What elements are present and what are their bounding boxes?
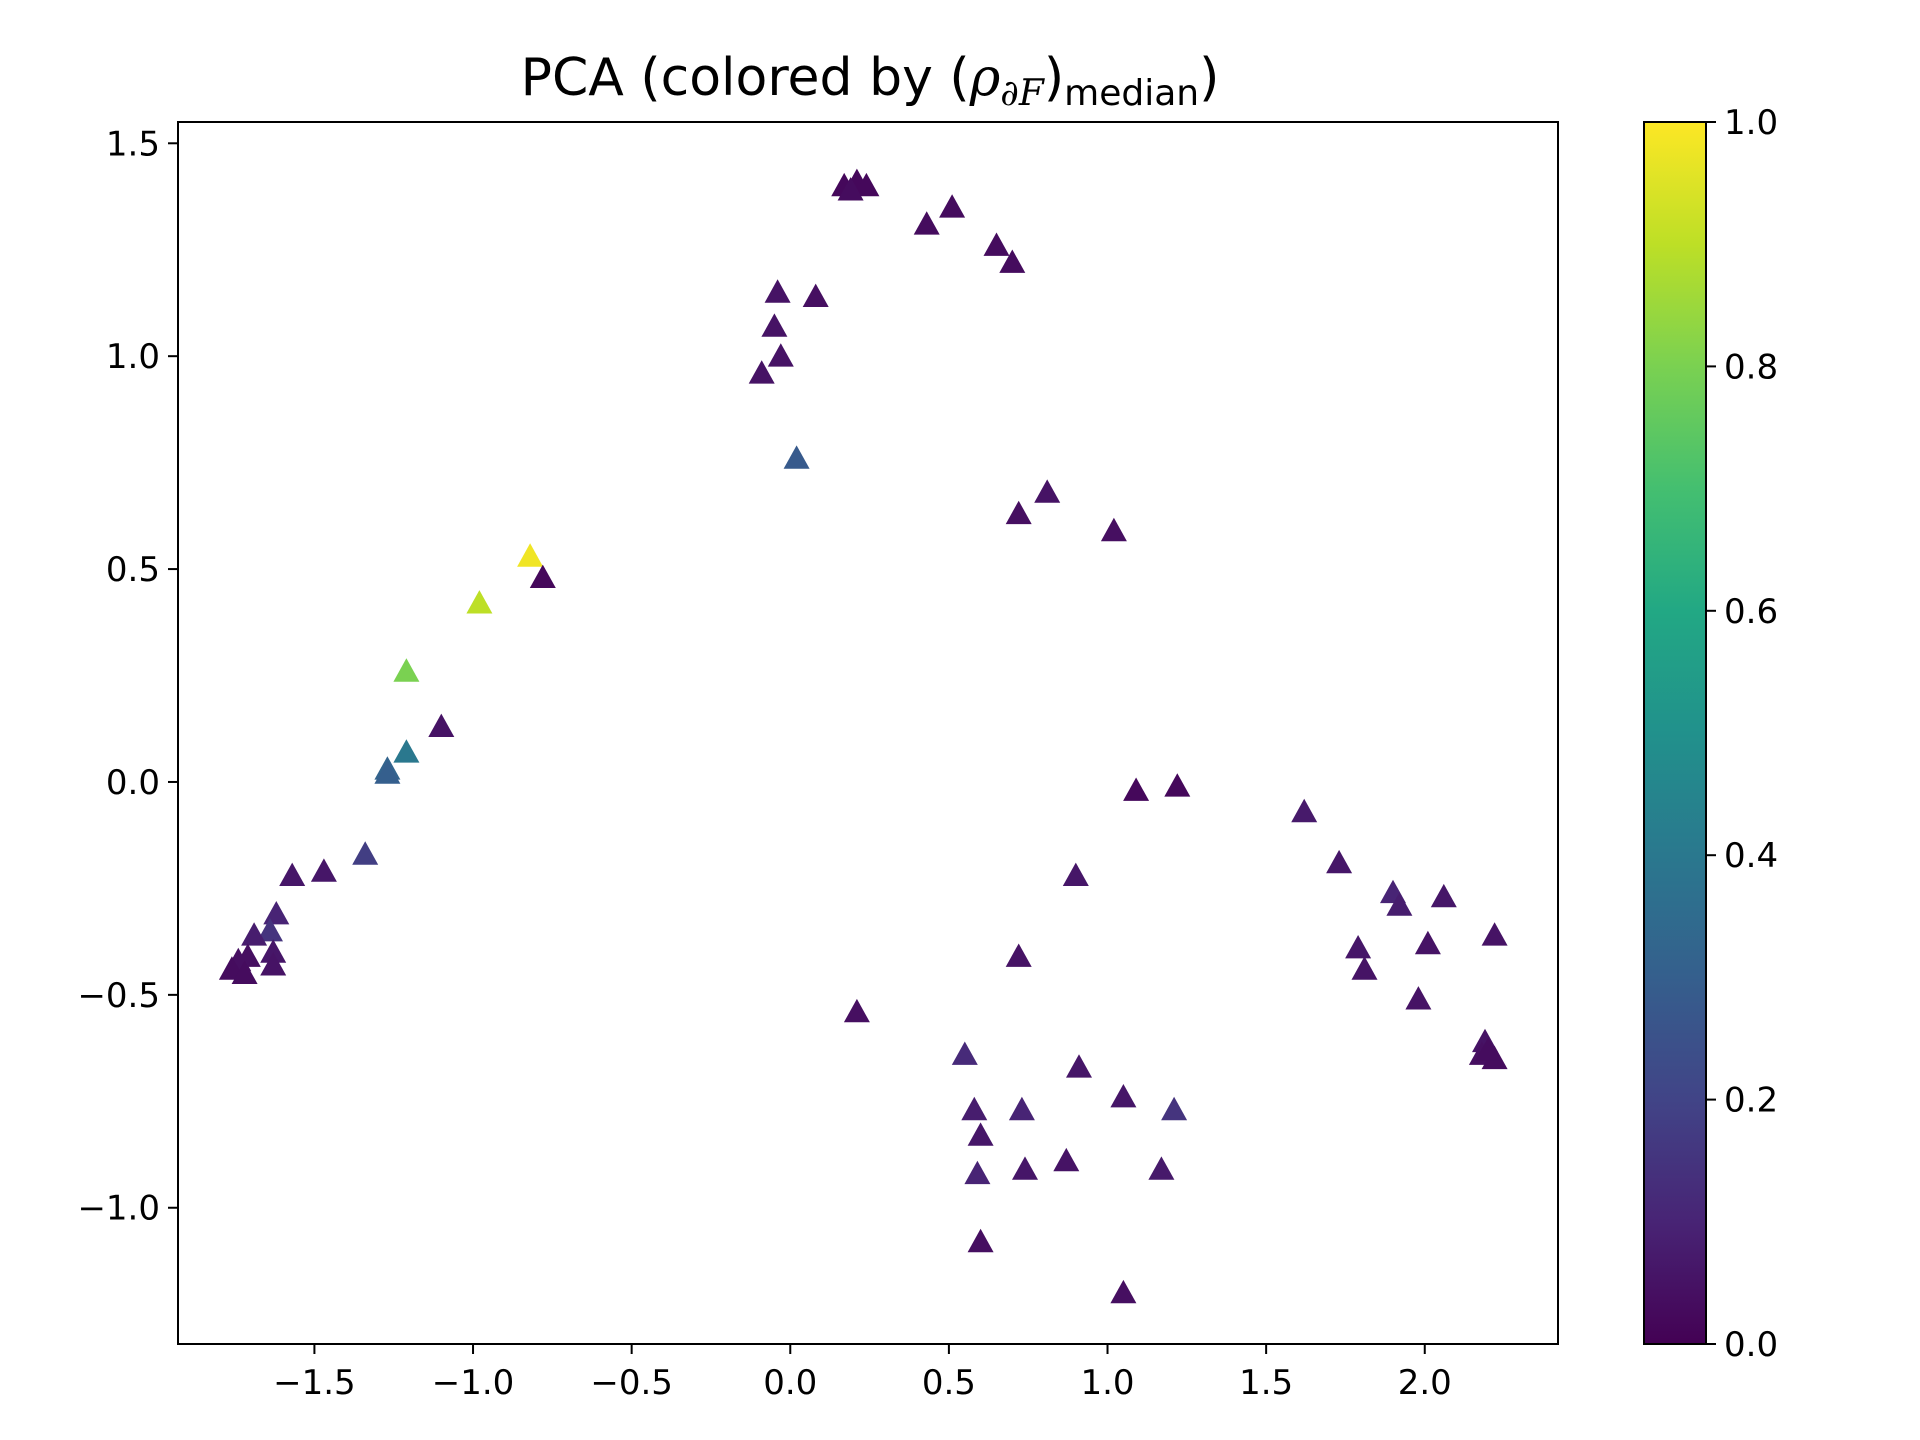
data-point [802, 283, 829, 307]
data-point [748, 360, 775, 384]
data-point [1110, 1084, 1137, 1108]
data-point [260, 939, 287, 963]
data-point [260, 952, 287, 976]
data-point [783, 445, 810, 469]
data-point [1034, 479, 1061, 503]
data-point [1062, 862, 1089, 886]
x-tick-label: 0.0 [763, 1363, 817, 1403]
data-point [257, 918, 283, 942]
data-point [1345, 935, 1372, 959]
data-point [767, 343, 794, 367]
data-point [1066, 1054, 1092, 1078]
data-point [517, 543, 544, 567]
y-tick-label: −0.5 [77, 976, 160, 1016]
chart-title: PCA (colored by (ρ∂F)median) [521, 48, 1220, 114]
data-point [1164, 773, 1191, 797]
data-point [853, 172, 880, 197]
data-point [951, 1041, 978, 1065]
data-point [1386, 892, 1413, 916]
data-point [374, 760, 401, 784]
data-point [393, 739, 420, 763]
x-tick-label: 2.0 [1398, 1363, 1452, 1403]
data-point [1481, 922, 1508, 946]
data-point [1008, 1096, 1035, 1121]
data-point [939, 194, 966, 218]
x-tick-label: −1.0 [432, 1363, 515, 1403]
data-point [837, 177, 864, 201]
colorbar-tick-label: 0.8 [1724, 347, 1778, 387]
y-tick-label: 1.0 [106, 337, 160, 377]
data-point [967, 1122, 994, 1146]
data-point [999, 249, 1026, 273]
data-point [913, 211, 940, 235]
data-point [964, 1160, 991, 1185]
data-point [1148, 1156, 1175, 1180]
x-tick-label: 1.0 [1080, 1363, 1134, 1403]
data-point [1475, 1037, 1502, 1061]
data-point [1012, 1156, 1038, 1180]
data-point [1005, 500, 1032, 525]
data-point [1110, 1279, 1137, 1304]
data-point [279, 862, 306, 886]
data-point [1351, 956, 1378, 980]
x-axis: −1.5 −1.0 −0.5 0.0 0.5 1.0 1.5 2.0 [273, 1344, 1452, 1403]
data-point [1100, 517, 1127, 542]
data-point [310, 858, 337, 882]
data-point [352, 841, 379, 865]
data-point [961, 1096, 988, 1121]
colorbar-tick-label: 0.0 [1724, 1325, 1778, 1365]
data-point [393, 658, 420, 682]
data-point [1326, 849, 1353, 874]
data-point [1430, 883, 1457, 908]
colorbar [1643, 121, 1707, 1345]
y-tick-label: 1.5 [106, 124, 160, 164]
data-point [1053, 1147, 1080, 1172]
colorbar-tick-label: 1.0 [1724, 103, 1778, 143]
data-point [1405, 986, 1432, 1010]
data-point [263, 901, 290, 925]
data-point [231, 960, 258, 984]
y-tick-label: 0.5 [106, 550, 160, 590]
data-point [1291, 798, 1318, 823]
data-point [843, 998, 870, 1023]
data-point [983, 232, 1010, 256]
data-point [466, 590, 493, 614]
data-point [1161, 1096, 1188, 1121]
data-point [241, 922, 268, 946]
data-point [1123, 777, 1150, 801]
x-tick-label: 0.5 [922, 1363, 976, 1403]
data-point [1005, 943, 1032, 967]
data-point [1414, 930, 1441, 955]
data-point [761, 313, 788, 337]
colorbar-tick-label: 0.2 [1724, 1081, 1778, 1121]
y-tick-label: 0.0 [106, 763, 160, 803]
data-point [764, 279, 791, 303]
plot-area-frame [177, 121, 1559, 1345]
colorbar-axis: 0.0 0.2 0.4 0.6 0.8 1.0 [1706, 103, 1778, 1365]
colorbar-tick-label: 0.6 [1724, 592, 1778, 632]
x-tick-label: 1.5 [1239, 1363, 1293, 1403]
data-point [428, 713, 455, 737]
data-points [218, 168, 1508, 1304]
data-point [529, 564, 556, 588]
x-tick-label: −1.5 [273, 1363, 356, 1403]
colorbar-tick-label: 0.4 [1724, 836, 1778, 876]
data-point [967, 1228, 994, 1253]
x-tick-label: −0.5 [590, 1363, 673, 1403]
y-axis: −1.0 −0.5 0.0 0.5 1.0 1.5 [77, 124, 178, 1229]
y-tick-label: −1.0 [77, 1189, 160, 1229]
